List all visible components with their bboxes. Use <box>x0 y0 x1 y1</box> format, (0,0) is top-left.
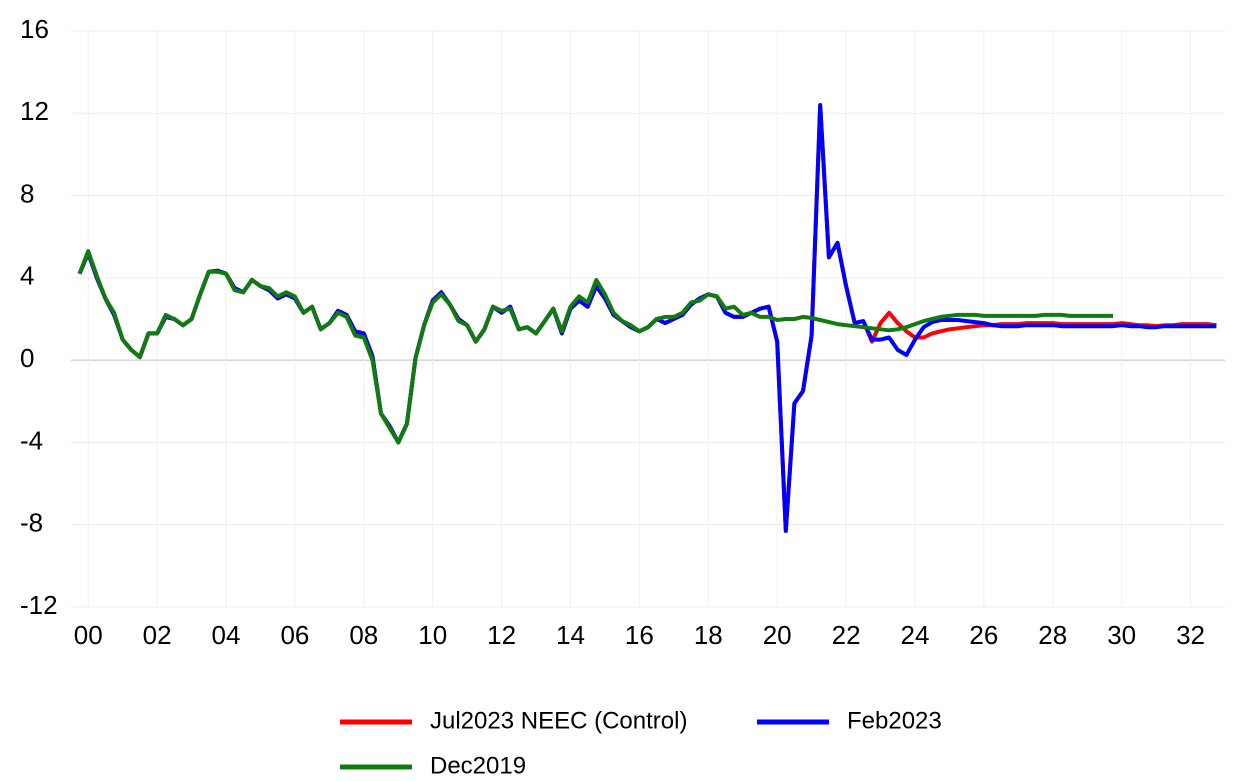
x-tick-label: 32 <box>1176 620 1205 650</box>
x-tick-label: 00 <box>74 620 103 650</box>
x-tick-label: 06 <box>280 620 309 650</box>
y-tick-label: 16 <box>20 14 49 44</box>
y-tick-label: -4 <box>20 425 43 455</box>
x-tick-label: 04 <box>212 620 241 650</box>
x-tick-label: 16 <box>625 620 654 650</box>
legend-label: Dec2019 <box>430 752 526 779</box>
line-series <box>77 103 1217 533</box>
x-tick-label: 22 <box>832 620 861 650</box>
line-series <box>77 103 1217 533</box>
x-tick-label: 12 <box>487 620 516 650</box>
legend-label: Jul2023 NEEC (Control) <box>430 707 687 734</box>
x-tick-label: 18 <box>694 620 723 650</box>
x-tick-label: 02 <box>143 620 172 650</box>
y-tick-label: -8 <box>20 508 43 538</box>
y-tick-label: -12 <box>20 590 58 620</box>
line-series <box>77 249 1113 445</box>
y-tick-label: 4 <box>20 261 34 291</box>
x-tick-label: 28 <box>1038 620 1067 650</box>
y-tick-label: 8 <box>20 178 34 208</box>
x-tick-label: 24 <box>901 620 930 650</box>
x-tick-label: 30 <box>1107 620 1136 650</box>
x-tick-label: 26 <box>969 620 998 650</box>
x-tick-label: 10 <box>418 620 447 650</box>
x-tick-label: 14 <box>556 620 585 650</box>
y-tick-label: 12 <box>20 96 49 126</box>
y-tick-label: 0 <box>20 343 34 373</box>
legend-label: Feb2023 <box>847 707 942 734</box>
x-tick-label: 20 <box>763 620 792 650</box>
x-tick-label: 08 <box>349 620 378 650</box>
